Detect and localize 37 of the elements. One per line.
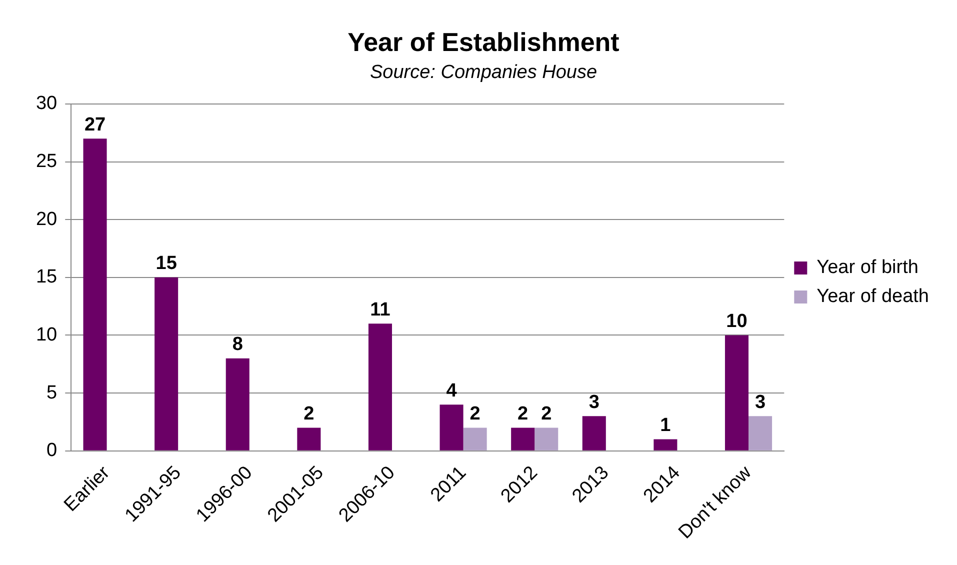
y-tick-label: 0 <box>46 440 58 462</box>
y-tick-label: 20 <box>36 208 58 230</box>
y-tick-label: 25 <box>36 151 58 172</box>
bar <box>654 439 678 450</box>
bar <box>154 277 178 450</box>
y-tick-label: 5 <box>46 382 58 404</box>
y-tick-label: 10 <box>36 324 58 346</box>
data-label: 2 <box>541 403 552 424</box>
legend-label: Year of birth <box>816 257 918 278</box>
data-label: 11 <box>370 299 391 320</box>
data-label: 2 <box>470 403 480 424</box>
data-label: 2 <box>304 403 314 424</box>
bar <box>83 138 107 450</box>
data-label: 1 <box>660 415 672 436</box>
legend-label: Year of death <box>816 286 930 308</box>
bar <box>582 416 606 450</box>
bar <box>297 428 321 450</box>
data-label: 8 <box>232 334 243 356</box>
chart-subtitle: Source: Companies House <box>370 62 598 83</box>
bar <box>748 416 772 450</box>
data-label: 3 <box>588 392 600 413</box>
bar <box>511 428 535 450</box>
bar <box>463 428 487 450</box>
data-label: 27 <box>84 114 106 136</box>
bar <box>226 358 250 450</box>
chart-title: Year of Establishment <box>348 26 620 57</box>
bar <box>368 324 392 450</box>
data-label: 10 <box>726 310 748 332</box>
data-label: 2 <box>518 403 528 424</box>
y-tick-label: 15 <box>36 266 58 288</box>
data-label: 4 <box>446 380 458 402</box>
bar <box>534 428 558 450</box>
bar <box>440 404 464 450</box>
bar <box>724 335 749 450</box>
y-tick-label: 30 <box>36 93 58 114</box>
data-label: 3 <box>754 392 766 413</box>
data-label: 15 <box>156 253 178 274</box>
